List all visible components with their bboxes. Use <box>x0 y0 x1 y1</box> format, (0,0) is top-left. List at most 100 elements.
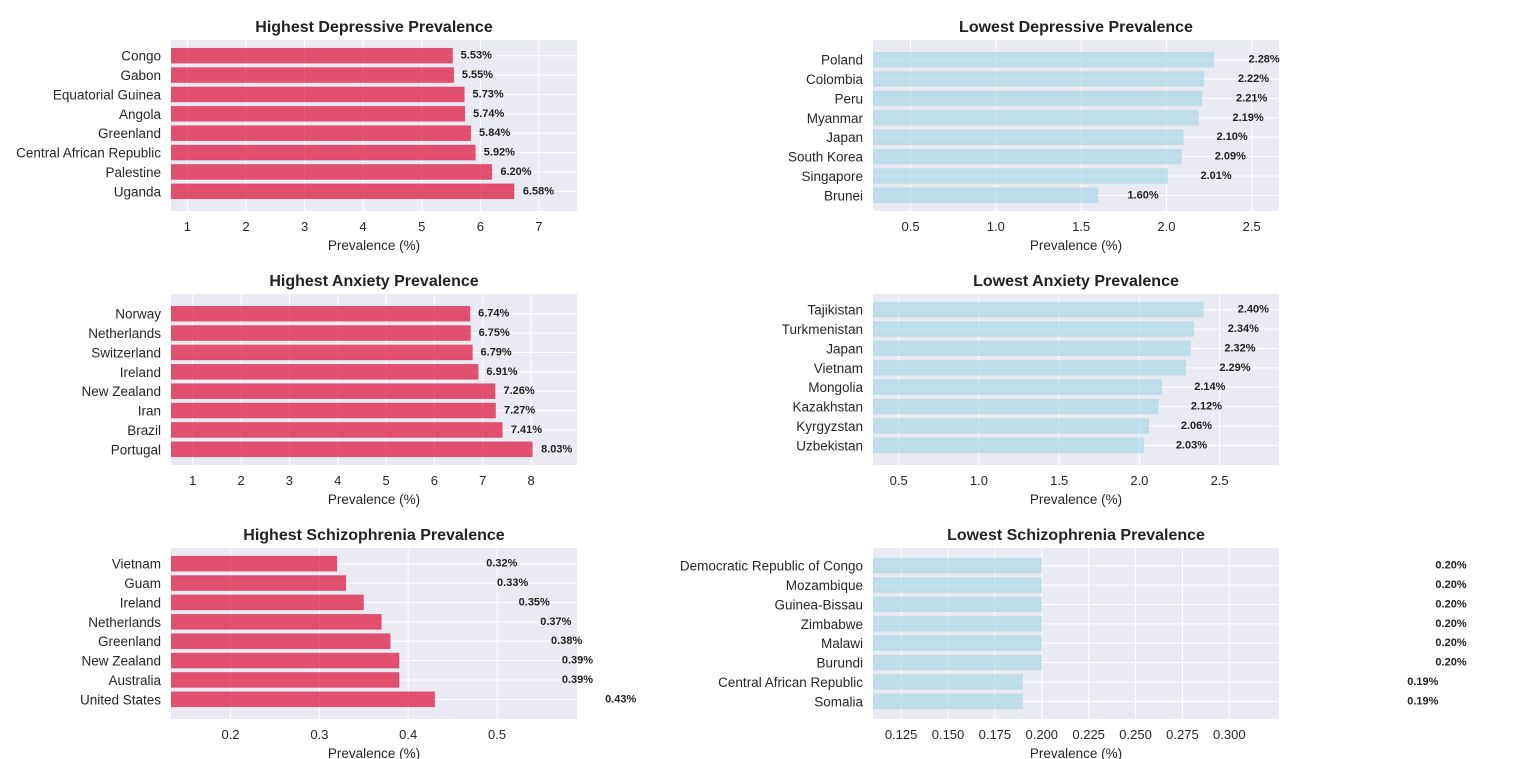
data-label: 1.60% <box>1128 189 1159 201</box>
chart-title: Highest Depressive Prevalence <box>255 19 493 36</box>
x-axis-label: Prevalence (%) <box>328 492 420 507</box>
x-tick-label: 2 <box>242 219 249 234</box>
chart-title: Lowest Depressive Prevalence <box>959 19 1193 36</box>
category-label: South Korea <box>788 150 864 165</box>
data-label: 2.06% <box>1181 420 1212 432</box>
category-label: Tajikistan <box>807 303 863 318</box>
data-label: 2.34% <box>1228 323 1259 335</box>
x-axis-label: Prevalence (%) <box>1030 238 1122 253</box>
x-tick-label: 1 <box>189 473 196 488</box>
x-tick-label: 1.0 <box>970 473 988 488</box>
x-tick-label: 0.3 <box>310 727 328 742</box>
category-label: Mozambique <box>786 578 863 593</box>
bar <box>171 67 454 83</box>
bar <box>171 614 382 630</box>
category-label: Uzbekistan <box>796 438 863 453</box>
x-tick-label: 6 <box>431 473 438 488</box>
category-label: Malawi <box>821 636 863 651</box>
data-label: 0.20% <box>1435 637 1466 649</box>
bar <box>171 383 496 399</box>
x-tick-label: 1.5 <box>1072 219 1090 234</box>
data-label: 0.37% <box>540 616 571 628</box>
category-label: Singapore <box>801 169 863 184</box>
data-label: 0.32% <box>486 558 517 570</box>
data-label: 5.73% <box>473 88 504 100</box>
data-label: 0.39% <box>562 655 593 667</box>
x-tick-label: 4 <box>334 473 341 488</box>
x-tick-label: 0.175 <box>979 727 1012 742</box>
data-label: 2.14% <box>1194 381 1225 393</box>
x-tick-label: 5 <box>418 219 425 234</box>
bar <box>873 168 1169 184</box>
bar <box>873 437 1145 454</box>
x-tick-label: 8 <box>527 473 534 488</box>
category-label: Brazil <box>127 423 161 438</box>
bar <box>171 691 435 708</box>
category-label: Somalia <box>814 694 863 709</box>
category-label: Kazakhstan <box>792 400 863 415</box>
category-label: Japan <box>826 341 863 356</box>
bar <box>171 652 400 669</box>
category-label: Peru <box>834 91 863 106</box>
category-label: New Zealand <box>81 654 161 669</box>
x-tick-label: 0.5 <box>901 219 919 234</box>
x-tick-label: 2.5 <box>1211 473 1229 488</box>
x-tick-label: 0.200 <box>1026 727 1059 742</box>
bar <box>873 71 1204 87</box>
bar <box>171 183 515 200</box>
bar <box>171 325 471 341</box>
chart-title: Highest Anxiety Prevalence <box>269 273 478 290</box>
bar <box>873 90 1203 107</box>
x-tick-label: 2.0 <box>1157 219 1175 234</box>
data-label: 5.55% <box>462 69 493 81</box>
bar <box>171 594 364 611</box>
bar <box>171 575 347 591</box>
data-label: 6.74% <box>478 308 509 320</box>
x-tick-label: 0.5 <box>488 727 506 742</box>
bar <box>873 321 1194 337</box>
category-label: Angola <box>119 107 162 122</box>
x-axis-label: Prevalence (%) <box>328 238 420 253</box>
bar <box>171 164 493 180</box>
bar <box>171 672 400 688</box>
data-label: 2.22% <box>1238 73 1269 85</box>
category-label: Netherlands <box>88 615 161 630</box>
bar <box>171 86 465 103</box>
category-label: Vietnam <box>112 557 161 572</box>
bar <box>873 379 1162 395</box>
data-label: 2.09% <box>1215 151 1246 163</box>
bar <box>873 340 1191 357</box>
category-label: Australia <box>108 673 161 688</box>
bar <box>873 110 1199 126</box>
category-label: Norway <box>115 307 161 322</box>
data-label: 5.53% <box>461 50 492 62</box>
category-label: Turkmenistan <box>782 322 863 337</box>
bar <box>873 148 1182 165</box>
data-label: 6.58% <box>523 185 554 197</box>
category-label: Netherlands <box>88 326 161 341</box>
category-label: Brunei <box>824 188 863 203</box>
data-label: 0.33% <box>497 577 528 589</box>
data-label: 2.03% <box>1176 439 1207 451</box>
chart-title: Lowest Schizophrenia Prevalence <box>947 527 1205 544</box>
x-tick-label: 0.5 <box>890 473 908 488</box>
data-label: 5.74% <box>473 108 504 120</box>
category-label: United States <box>80 692 161 707</box>
bar <box>873 360 1186 376</box>
bar <box>171 144 476 161</box>
category-label: Ireland <box>120 595 161 610</box>
x-tick-label: 0.300 <box>1213 727 1246 742</box>
data-label: 0.20% <box>1435 618 1466 630</box>
category-label: Central African Republic <box>718 675 863 690</box>
category-label: New Zealand <box>81 384 161 399</box>
data-label: 2.40% <box>1238 304 1269 316</box>
x-tick-label: 5 <box>382 473 389 488</box>
bar <box>171 422 503 438</box>
x-tick-label: 1.5 <box>1050 473 1068 488</box>
x-tick-label: 1 <box>184 219 191 234</box>
bar <box>171 555 338 572</box>
x-tick-label: 4 <box>360 219 367 234</box>
category-label: Myanmar <box>807 111 864 126</box>
x-tick-label: 0.225 <box>1072 727 1105 742</box>
